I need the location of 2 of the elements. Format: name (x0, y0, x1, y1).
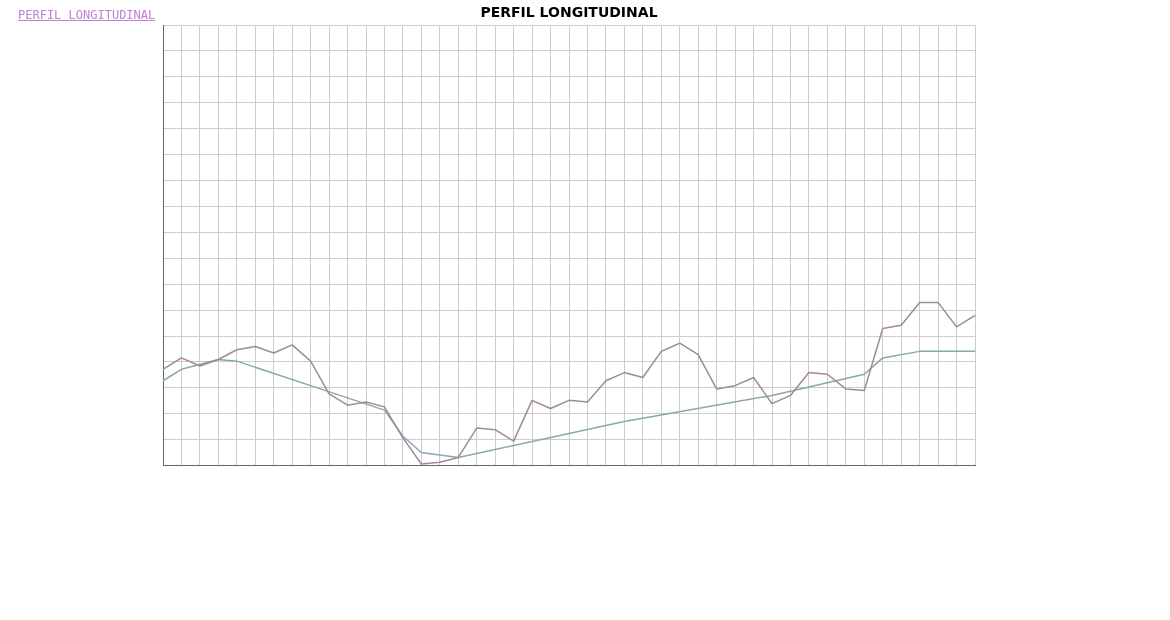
text: PERFIL LONGITUDINAL (18, 8, 156, 22)
chart-title: PERFIL LONGITUDINAL (479, 4, 659, 20)
